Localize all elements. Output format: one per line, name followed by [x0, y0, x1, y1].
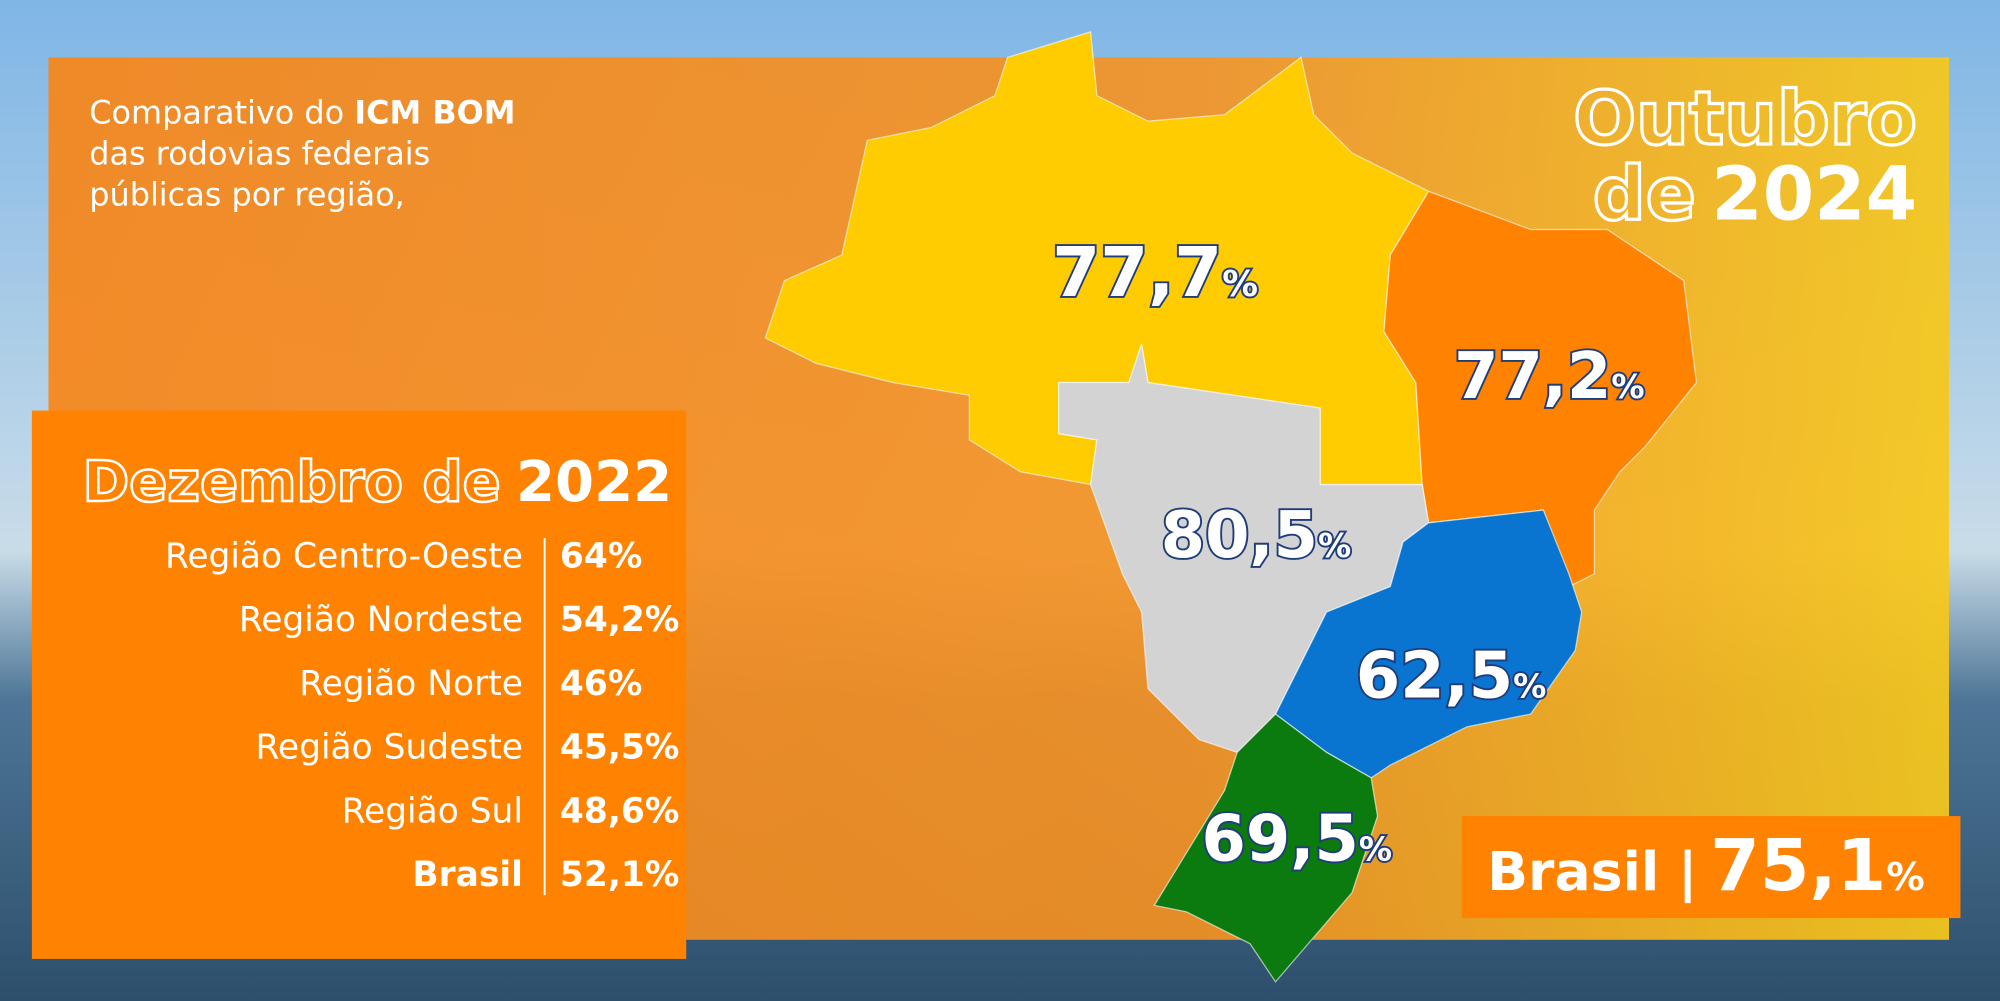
title-month: Outubro: [1573, 76, 1917, 162]
unit: %: [1318, 526, 1351, 565]
row-value: 54,2%: [560, 600, 679, 640]
label-norte: 77,7%: [1052, 233, 1258, 313]
brasil-value: 75,1: [1710, 824, 1886, 907]
row-label: Região Sul: [342, 791, 523, 831]
row-value: 64%: [560, 536, 642, 576]
label-centro-oeste: 80,5%: [1161, 499, 1352, 573]
brazil-map: [764, 31, 1698, 983]
brasil-unit: %: [1886, 855, 1924, 900]
intro-line3: públicas por região,: [89, 175, 404, 213]
table-panel: [31, 410, 687, 959]
table-title: Dezembro de 2022: [83, 450, 673, 515]
row-label: Região Centro-Oeste: [165, 536, 523, 576]
intro-line2: das rodovias federais: [89, 134, 430, 172]
brasil-label: Brasil |: [1487, 840, 1697, 903]
value: 77,2: [1454, 340, 1611, 414]
brasil-box: [1461, 816, 1961, 919]
row-label: Região Nordeste: [239, 600, 523, 640]
region-nordeste: [1383, 190, 1698, 588]
table-title-year: 2022: [516, 450, 672, 515]
title-de: de: [1593, 151, 1696, 237]
table-rows: Região Centro-Oeste 64% Região Nordeste 54,…: [165, 536, 679, 895]
label-sul: 69,5%: [1202, 803, 1393, 877]
row-label: Região Sudeste: [256, 728, 523, 768]
intro-line1: Comparativo do ICM BOM: [89, 94, 515, 132]
row-label: Região Norte: [299, 664, 523, 704]
row-value: 48,6%: [560, 791, 679, 831]
title-year: 2024: [1711, 151, 1917, 237]
row-value: 52,1%: [560, 855, 679, 895]
intro-bold: ICM BOM: [354, 94, 515, 132]
intro-text: Comparativo do: [89, 94, 354, 132]
region-labels: 77,7% 77,2% 80,5% 62,5% 69,5%: [1050, 231, 1646, 879]
region-sul: [1153, 713, 1379, 983]
row-value: 45,5%: [560, 728, 679, 768]
table-title-prefix: Dezembro de: [83, 450, 501, 515]
brasil-total: Brasil | 75,1%: [1487, 824, 1924, 907]
value: 62,5: [1356, 640, 1513, 714]
value: 77,7: [1052, 233, 1222, 313]
title-line2: de 2024: [1593, 151, 1917, 237]
unit: %: [1222, 264, 1258, 305]
label-nordeste: 77,2%: [1454, 340, 1645, 414]
region-sudeste: [1274, 509, 1583, 779]
label-sudeste: 62,5%: [1356, 640, 1547, 714]
value: 80,5: [1161, 499, 1318, 573]
unit: %: [1513, 667, 1546, 706]
unit: %: [1611, 367, 1644, 406]
row-label: Brasil: [412, 855, 523, 895]
row-value: 46%: [560, 664, 642, 704]
value: 69,5: [1202, 803, 1359, 877]
unit: %: [1359, 830, 1392, 869]
